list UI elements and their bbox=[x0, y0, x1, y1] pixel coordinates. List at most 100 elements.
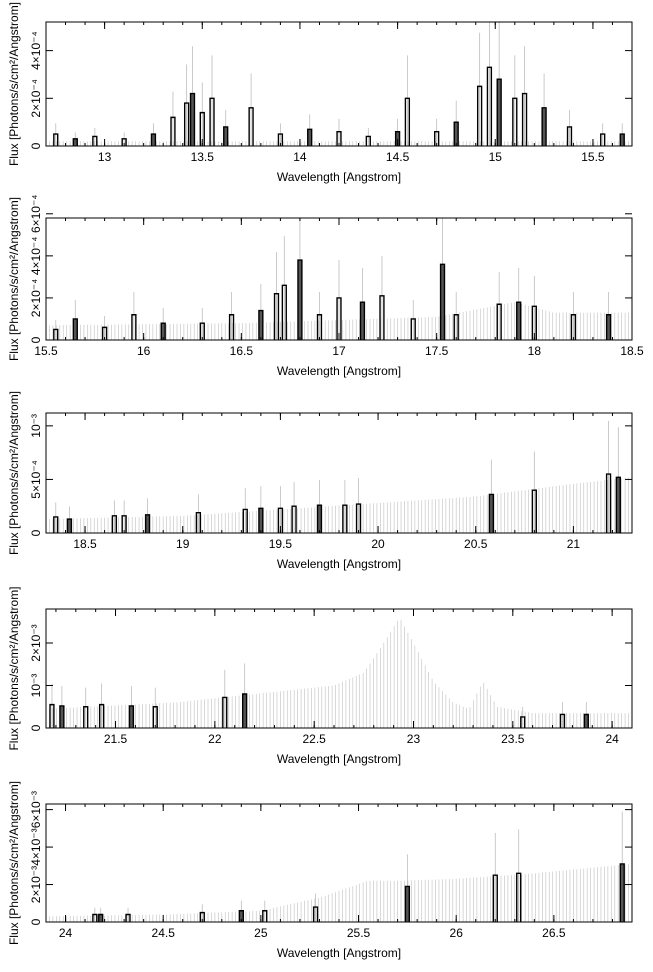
y-tick-label: 0 bbox=[29, 724, 43, 731]
data-bin-outline bbox=[531, 305, 537, 340]
data-bin bbox=[223, 126, 228, 146]
data-bin-outline bbox=[365, 135, 371, 146]
data-bin bbox=[258, 508, 263, 533]
data-bin-outline bbox=[277, 133, 284, 146]
data-bin-outline bbox=[199, 322, 205, 340]
y-tick-label: 2×10⁻³ bbox=[29, 866, 43, 903]
data-bin-outline bbox=[183, 102, 190, 146]
data-bin bbox=[516, 302, 521, 340]
x-tick-label: 16 bbox=[137, 344, 151, 358]
data-marks bbox=[46, 218, 632, 340]
data-bin-outline bbox=[439, 263, 446, 340]
data-bin bbox=[620, 134, 625, 146]
data-bin-outline bbox=[242, 508, 248, 533]
x-tick-label: 18.5 bbox=[73, 537, 97, 551]
x-tick-label: 15 bbox=[489, 150, 503, 164]
data-bin-outline bbox=[160, 322, 166, 340]
data-bin-outline bbox=[128, 705, 135, 728]
x-tick-label: 20.5 bbox=[464, 537, 488, 551]
data-bin-outline bbox=[125, 913, 131, 922]
plot-frame bbox=[45, 608, 633, 729]
data-bin-outline bbox=[83, 706, 89, 728]
data-bin-outline bbox=[566, 126, 573, 146]
data-bin-outline bbox=[605, 473, 612, 533]
x-tick-label: 15.5 bbox=[34, 344, 58, 358]
data-bin bbox=[67, 519, 72, 533]
y-axis-label: Flux [Photons/s/cm²/Angstrom] bbox=[7, 197, 21, 361]
data-bin-outline bbox=[281, 284, 287, 340]
data-bin-outline bbox=[516, 872, 522, 922]
data-bin-outline bbox=[541, 107, 547, 146]
data-bin bbox=[440, 264, 445, 340]
data-bin bbox=[161, 323, 166, 340]
chart-panel-2: 15.5 16 16.5 17 17.5 18 18.5 0 2×10⁻⁴ 4×10⁻⁴ 6×10⁻… bbox=[7, 195, 644, 378]
chart-panel-5: 24 24.5 25 25.5 26 26.5 0 2×10⁻³4×10⁻³6×10⁻³ Wav… bbox=[7, 781, 633, 960]
data-bin-outline bbox=[496, 78, 502, 146]
data-bin-outline bbox=[131, 314, 137, 340]
data-bin-outline bbox=[121, 515, 127, 533]
data-bin bbox=[297, 260, 302, 340]
data-bin-outline bbox=[531, 489, 537, 533]
x-tick-label: 19.5 bbox=[269, 537, 293, 551]
data-bin-outline bbox=[53, 328, 59, 340]
y-tick-label: 2×10⁻⁴ bbox=[29, 279, 43, 318]
data-bin bbox=[145, 514, 150, 533]
data-marks bbox=[46, 421, 632, 533]
x-tick-label: 19 bbox=[176, 537, 190, 551]
data-bin-outline bbox=[277, 507, 284, 533]
x-tick-label: 25 bbox=[254, 926, 268, 940]
data-bin-outline bbox=[359, 301, 366, 340]
data-bin-outline bbox=[98, 703, 105, 728]
data-bin-outline bbox=[101, 326, 108, 340]
data-bin-outline bbox=[238, 910, 244, 922]
data-bin-outline bbox=[410, 318, 416, 340]
data-bin-outline bbox=[152, 706, 158, 728]
y-tick-label: 2×10⁻⁴ bbox=[29, 79, 43, 118]
data-bin-outline bbox=[98, 913, 104, 922]
data-bin-outline bbox=[600, 133, 606, 146]
y-tick-label: 4×10⁻³ bbox=[29, 828, 43, 865]
data-bin bbox=[616, 477, 621, 533]
data-bin-outline bbox=[355, 503, 362, 533]
data-bin-outline bbox=[72, 138, 78, 146]
data-bin-outline bbox=[404, 885, 411, 922]
data-bin-outline bbox=[111, 515, 118, 533]
x-axis-label: Wavelength [Angstrom] bbox=[277, 364, 401, 378]
data-bin bbox=[542, 107, 547, 146]
data-bin-outline bbox=[559, 713, 566, 728]
y-tick-label: 0 bbox=[29, 142, 43, 149]
x-tick-label: 25.5 bbox=[347, 926, 371, 940]
y-axis-label: Flux [Photons/s/cm²/Angstrom] bbox=[7, 391, 21, 555]
data-bin bbox=[360, 302, 365, 340]
data-bin-outline bbox=[199, 911, 205, 922]
x-axis-label: Wavelength [Angstrom] bbox=[277, 752, 401, 766]
x-tick-label: 17 bbox=[332, 344, 346, 358]
data-bin-outline bbox=[209, 97, 215, 146]
x-tick-label: 23 bbox=[407, 732, 421, 746]
data-bin-outline bbox=[262, 910, 268, 922]
y-tick-label: 2×10⁻³ bbox=[29, 624, 43, 661]
data-bin bbox=[151, 134, 156, 146]
data-bin-outline bbox=[583, 713, 589, 728]
data-bin-outline bbox=[404, 97, 411, 146]
data-bin-outline bbox=[53, 516, 59, 533]
data-bin-outline bbox=[144, 514, 151, 533]
data-bin-outline bbox=[241, 693, 248, 728]
data-bin-outline bbox=[379, 295, 385, 340]
data-bin-outline bbox=[342, 504, 348, 533]
y-tick-label: 0 bbox=[29, 918, 43, 925]
x-tick-label: 14 bbox=[293, 150, 307, 164]
data-bin bbox=[620, 863, 625, 922]
y-axis-label: Flux [Photons/s/cm²/Angstrom] bbox=[7, 586, 21, 750]
chart-panel-1: 13 13.5 14 14.5 15 15.5 0 2×10⁻⁴ 4×10⁻⁴ Wavelengt… bbox=[7, 2, 633, 184]
data-bin-outline bbox=[92, 913, 98, 922]
data-bin bbox=[73, 138, 78, 146]
x-tick-label: 17.5 bbox=[425, 344, 449, 358]
data-bin-outline bbox=[228, 314, 235, 340]
data-bin bbox=[258, 310, 263, 340]
y-tick-label: 0 bbox=[29, 529, 43, 536]
data-bin-outline bbox=[195, 511, 202, 533]
x-tick-label: 26 bbox=[450, 926, 464, 940]
data-marks bbox=[46, 811, 632, 922]
data-bin-outline bbox=[248, 107, 254, 146]
